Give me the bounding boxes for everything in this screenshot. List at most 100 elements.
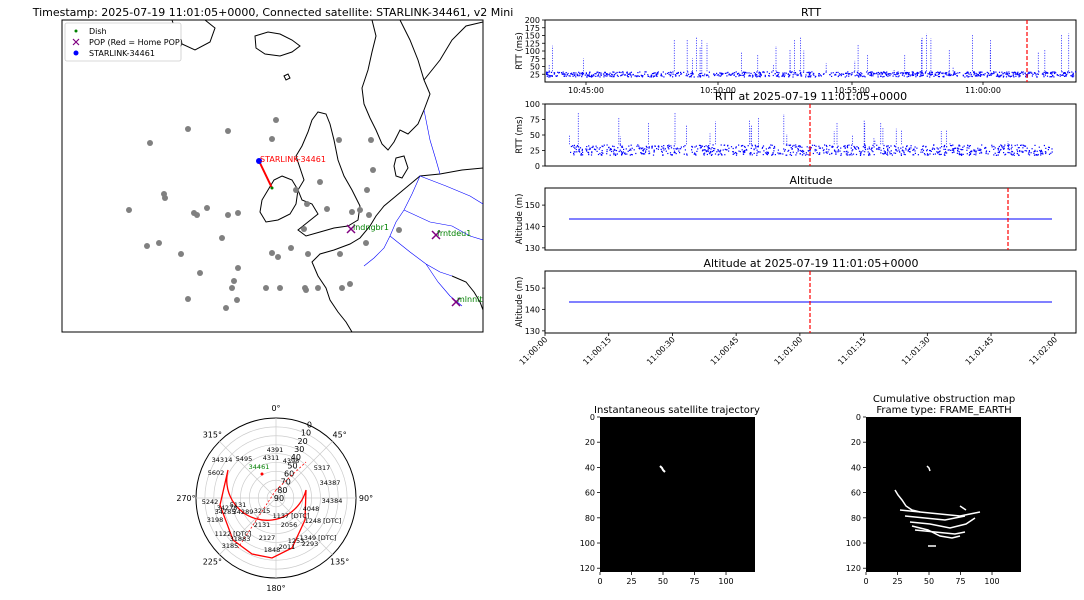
rtt-point <box>651 147 653 149</box>
rtt-point <box>732 153 734 155</box>
rtt-point <box>743 76 745 78</box>
rtt-point <box>674 152 676 154</box>
rtt-point <box>1028 154 1031 156</box>
rtt-point <box>948 73 950 75</box>
rtt-point <box>962 149 964 151</box>
rtt-point <box>920 73 922 75</box>
rtt-point <box>718 150 720 152</box>
rtt-point <box>581 73 583 75</box>
rtt-point <box>792 74 794 76</box>
polar-satellite-label: 1122 [DTC] <box>215 530 252 538</box>
rtt-point <box>713 73 715 75</box>
rtt-point <box>592 145 594 147</box>
rtt-point <box>987 72 990 74</box>
rtt-point <box>981 152 983 154</box>
rtt-point <box>649 152 651 154</box>
rtt-point <box>1008 147 1010 149</box>
rtt-point <box>967 72 969 74</box>
rtt-point <box>941 72 943 74</box>
rtt-point <box>616 71 618 74</box>
rtt-point <box>708 145 710 147</box>
rtt-point <box>759 75 761 77</box>
rtt-point <box>1062 74 1064 76</box>
rtt-point <box>802 151 804 153</box>
pop-x-icon <box>451 297 461 307</box>
x-tick-label: 11:01:00 <box>773 335 805 367</box>
rtt-point <box>686 154 688 156</box>
rtt-point <box>701 145 703 147</box>
rtt-point <box>726 72 728 74</box>
rtt-point <box>1052 75 1054 77</box>
rtt-point <box>979 149 981 151</box>
rtt-point <box>867 151 869 153</box>
x-tick-label: 100 <box>718 577 733 586</box>
coastline-iceland <box>254 31 301 57</box>
rtt-point <box>1059 74 1061 76</box>
rtt-point <box>943 75 945 77</box>
rtt-point <box>832 72 834 74</box>
rtt-point <box>677 71 679 74</box>
rtt-point <box>754 74 756 76</box>
y-tick-label: 50 <box>530 131 540 140</box>
rtt-point <box>986 76 988 78</box>
rtt-point <box>871 71 873 73</box>
rtt-point <box>1073 75 1075 77</box>
rtt-point <box>1011 146 1013 148</box>
polar-satellite-label: 5131 <box>230 501 247 509</box>
rtt-point <box>894 74 897 76</box>
rtt-point <box>609 154 611 156</box>
rtt-point <box>819 152 821 154</box>
rtt-point <box>823 73 825 75</box>
rtt-point <box>627 76 630 78</box>
rtt-point <box>705 75 708 77</box>
rtt-point <box>869 154 871 156</box>
rtt-point <box>615 150 618 152</box>
rtt-point <box>738 144 740 146</box>
rtt-point <box>1048 146 1050 149</box>
rtt-point <box>851 73 853 75</box>
rtt-point <box>1018 154 1020 156</box>
satellite-dot <box>144 243 150 249</box>
rtt-point <box>864 144 866 146</box>
rtt-point <box>943 145 945 147</box>
rtt-point <box>707 146 709 149</box>
rtt-point <box>762 71 764 73</box>
rtt-point <box>920 72 922 74</box>
rtt-point <box>846 150 848 152</box>
rtt-point <box>1037 153 1039 156</box>
rtt-point <box>574 147 576 149</box>
rtt-point <box>547 74 549 76</box>
rtt-point <box>905 147 907 149</box>
rtt-point <box>878 73 880 75</box>
rtt-point <box>929 72 931 74</box>
rtt-point <box>595 75 597 77</box>
rtt-point <box>1013 71 1015 74</box>
rtt-point <box>968 75 970 78</box>
satellite-dot <box>223 305 229 311</box>
rtt-point <box>749 74 751 76</box>
x-tick-label: 0 <box>863 577 868 586</box>
rtt-point <box>548 76 550 78</box>
rtt-point <box>877 148 879 150</box>
rtt-point <box>1012 75 1014 77</box>
rtt-point <box>726 149 728 151</box>
rtt-point <box>933 144 935 146</box>
rtt-point <box>957 150 959 152</box>
rtt-point <box>656 72 658 74</box>
rtt-point <box>1006 72 1008 74</box>
rtt-point <box>885 74 888 77</box>
rtt-point <box>909 75 911 77</box>
rtt-point <box>686 75 689 77</box>
rtt-point <box>939 71 941 73</box>
rtt-point <box>800 71 802 74</box>
rtt-point <box>867 148 869 150</box>
rtt-point <box>596 71 598 73</box>
obstruction-trace <box>904 515 966 521</box>
rtt-point <box>1033 72 1036 74</box>
rtt-point <box>653 75 655 77</box>
rtt-point <box>644 148 646 150</box>
trajectory-path <box>659 465 666 473</box>
rtt-point <box>596 150 598 152</box>
rtt-point <box>620 75 622 77</box>
